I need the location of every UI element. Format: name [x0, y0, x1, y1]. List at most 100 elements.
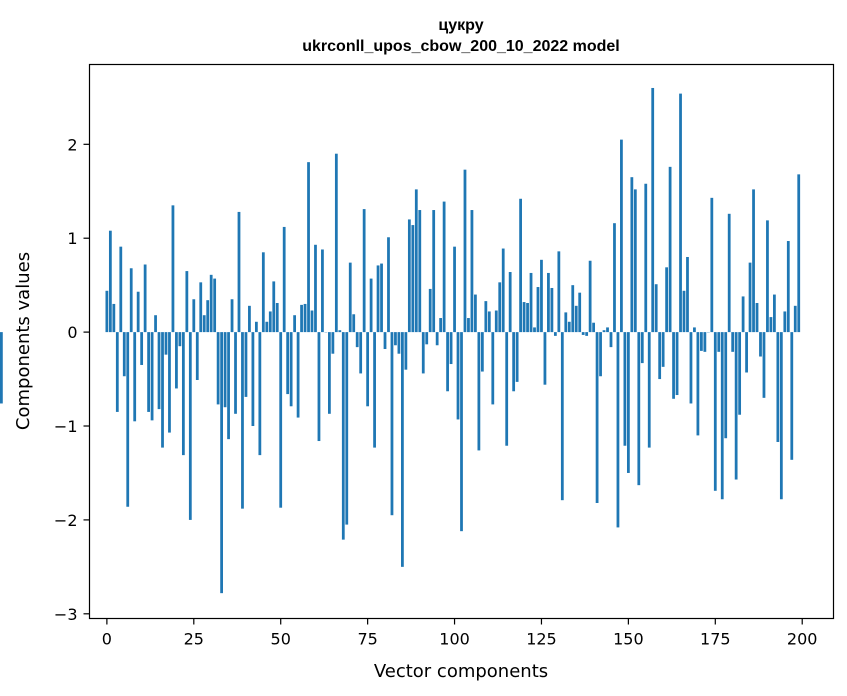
chart-subtitle: ukrconll_upos_cbow_200_10_2022 model: [302, 38, 619, 55]
bar-56: [300, 304, 303, 333]
bar-27: [199, 282, 203, 333]
bar-61: [317, 332, 321, 442]
bar-24: [188, 332, 192, 520]
bar-145: [609, 332, 613, 348]
bar-171: [700, 332, 703, 351]
bar-194: [779, 332, 783, 500]
x-axis-label: Vector components: [374, 661, 548, 682]
bar-199: [797, 174, 801, 333]
bar-93: [428, 288, 432, 333]
bar-67: [338, 330, 342, 333]
bar-8: [133, 332, 137, 422]
bar-151: [630, 177, 634, 333]
bar-55: [296, 332, 300, 418]
bar-165: [679, 93, 682, 333]
bar-88: [411, 225, 415, 333]
bar-3: [115, 332, 119, 412]
bar-85: [401, 332, 404, 567]
bar-124: [536, 287, 540, 333]
bar-197: [790, 332, 794, 460]
bar-57: [303, 303, 307, 333]
y-tick-label: 1: [67, 229, 77, 248]
bar-78: [376, 265, 380, 333]
bar-109: [484, 301, 488, 333]
bar-129: [553, 332, 557, 336]
bar-37: [234, 332, 237, 414]
y-tick-label: −1: [54, 417, 78, 436]
bar-157: [651, 87, 655, 333]
bar-17: [164, 332, 168, 355]
bar-137: [581, 332, 585, 335]
bar-84: [397, 332, 401, 354]
bar-68: [341, 332, 345, 540]
bar-14: [154, 315, 157, 333]
bar-60: [314, 244, 317, 333]
bar-7: [129, 268, 133, 333]
y-tick-label: −3: [54, 605, 78, 624]
bar-45: [261, 252, 265, 333]
bar-187: [755, 303, 759, 333]
x-tick-label: 150: [613, 630, 644, 649]
bar-116: [508, 272, 512, 333]
bar-147: [616, 332, 620, 528]
bar-79: [380, 263, 383, 333]
bar-190: [766, 220, 769, 333]
x-tick-label: 75: [357, 630, 377, 649]
x-tick-label: 100: [439, 630, 470, 649]
bar-181: [734, 332, 738, 480]
bar-18: [168, 332, 171, 433]
bar-107: [477, 332, 481, 451]
bar-130: [557, 251, 561, 333]
bar-75: [366, 332, 370, 407]
bar-31: [213, 278, 217, 333]
bar-118: [515, 332, 519, 382]
bar-81: [387, 237, 390, 333]
bar-162: [668, 166, 672, 333]
bar-188: [759, 332, 762, 357]
bar-13: [150, 332, 154, 421]
bar-71: [352, 314, 356, 333]
bar-122: [529, 272, 533, 333]
y-tick-label: 0: [67, 323, 77, 342]
bar-183: [741, 296, 745, 333]
chart-title: цукру: [438, 17, 483, 34]
bar-15: [157, 332, 161, 410]
bar-99: [449, 332, 453, 365]
bar-176: [717, 332, 721, 352]
bar-66: [334, 153, 338, 333]
bar-42: [251, 332, 255, 427]
bar-65: [331, 332, 335, 354]
bar-164: [675, 332, 679, 396]
x-tick-label: 50: [271, 630, 291, 649]
bar-111: [491, 332, 495, 405]
bar-89: [414, 189, 418, 333]
bar-110: [487, 311, 491, 333]
bar-174: [710, 197, 714, 333]
bar-95: [435, 332, 439, 346]
bar-166: [682, 290, 686, 333]
bar-53: [289, 332, 293, 407]
bar-77: [373, 332, 376, 448]
bar-39: [241, 332, 244, 509]
bar-40: [244, 332, 248, 397]
bar-178: [724, 332, 728, 439]
bar-41: [248, 305, 251, 333]
bar-136: [578, 292, 582, 333]
bar-180: [731, 332, 735, 352]
bar-70: [348, 262, 352, 333]
bar-125: [540, 259, 543, 333]
bar-33: [220, 332, 223, 594]
bar-114: [501, 248, 505, 333]
bar-92: [425, 332, 429, 345]
bar-0: [105, 290, 109, 333]
bar-59: [310, 310, 314, 333]
y-tick-label: 2: [67, 135, 77, 154]
bar-135: [574, 305, 578, 333]
bar-138: [585, 332, 589, 336]
bar-158: [654, 284, 658, 333]
bar-82: [390, 332, 394, 516]
bar-169: [693, 327, 696, 333]
bar-2: [112, 303, 116, 333]
bar-46: [265, 321, 269, 333]
bar-44: [258, 332, 262, 456]
